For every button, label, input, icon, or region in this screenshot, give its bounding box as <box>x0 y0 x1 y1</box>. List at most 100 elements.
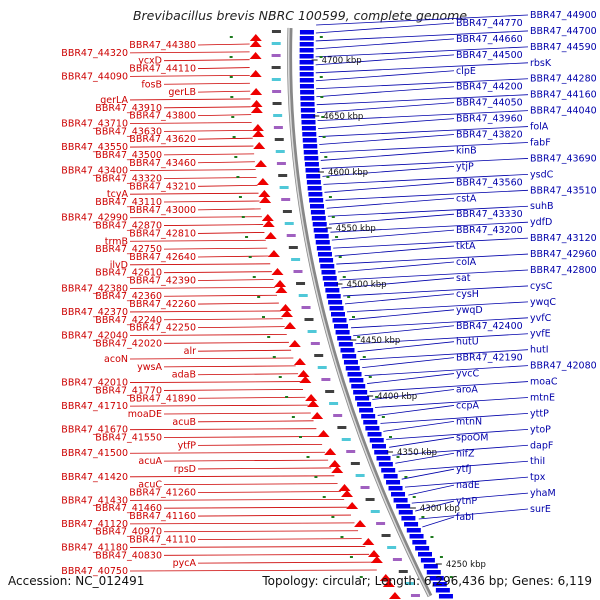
left-gene-label: BBR47_42610 <box>95 268 162 279</box>
left-leader-line <box>163 436 320 438</box>
right-gene-label: BBR47_44770 <box>456 18 523 29</box>
plus-strand-gene <box>253 142 266 149</box>
gene-category-block <box>271 42 281 45</box>
gene-category-block <box>410 594 420 597</box>
left-gene-label: BBR47_42390 <box>129 276 196 287</box>
genome-backbone <box>287 27 433 598</box>
right-leader-line <box>369 381 529 392</box>
minus-strand-gene <box>342 354 357 359</box>
plus-strand-gene <box>250 88 263 95</box>
right-gene-label: cysH <box>456 289 479 300</box>
kbp-tick-label: 4550 kbp <box>336 224 376 234</box>
right-gene-label: fabF <box>530 137 551 148</box>
right-gene-label: BBR47_44280 <box>530 74 597 85</box>
left-gene-label: BBR47_41260 <box>129 487 196 498</box>
minus-strand-gene <box>302 138 317 143</box>
guide-dot <box>261 316 265 318</box>
right-gene-label: moaC <box>530 377 558 388</box>
plus-strand-gene <box>368 550 381 557</box>
right-leader-line <box>316 86 455 98</box>
left-leader-line <box>163 177 257 179</box>
left-gene-label: ilvD <box>110 260 128 271</box>
plus-strand-gene <box>275 286 288 293</box>
guide-dot <box>335 236 339 238</box>
minus-strand-gene <box>316 246 331 251</box>
left-leader-line <box>129 381 301 383</box>
right-leader-line <box>326 197 455 209</box>
left-gene-label: rpsD <box>174 464 196 475</box>
left-leader-line <box>197 373 299 376</box>
right-gene-label: yvcC <box>456 369 479 380</box>
guide-dot <box>324 156 328 158</box>
minus-strand-gene <box>343 360 358 365</box>
left-leader-line <box>197 538 362 540</box>
right-leader-line <box>415 500 455 512</box>
plus-strand-gene <box>281 310 293 317</box>
minus-strand-gene <box>406 528 421 533</box>
minus-strand-gene <box>304 162 319 167</box>
left-leader-line <box>163 530 359 533</box>
kbp-tick-label: 4350 kbp <box>397 448 437 458</box>
gene-category-block <box>301 306 311 309</box>
right-gene-label: kinB <box>456 145 477 156</box>
guide-dot <box>357 336 361 338</box>
right-gene-label: BBR47_43820 <box>456 130 523 141</box>
plus-strand-gene <box>341 490 354 497</box>
minus-strand-gene <box>314 234 329 239</box>
guide-dot <box>359 576 363 578</box>
gene-category-block <box>288 246 298 249</box>
minus-strand-gene <box>300 108 315 113</box>
gene-category-block <box>296 282 306 285</box>
left-gene-label: BBR47_43710 <box>61 119 128 130</box>
right-gene-label: yttP <box>530 408 549 419</box>
right-leader-line <box>323 173 529 185</box>
guide-dot <box>267 336 271 338</box>
plus-strand-gene <box>346 502 359 509</box>
minus-strand-gene <box>331 312 345 317</box>
left-leader-line <box>197 514 351 517</box>
left-leader-line <box>197 491 341 493</box>
left-gene-label: BBR47_42250 <box>129 323 196 334</box>
guide-dot <box>322 136 326 138</box>
right-gene-label: BBR47_43690 <box>530 153 597 164</box>
left-gene-label: BBR47_42380 <box>61 283 128 294</box>
minus-strand-gene <box>432 582 447 587</box>
guide-dot <box>230 96 234 98</box>
minus-strand-gene <box>306 174 321 179</box>
right-leader-line <box>372 389 455 400</box>
right-leader-line <box>320 150 455 161</box>
left-leader-line <box>129 475 335 478</box>
guide-dot <box>347 296 351 298</box>
left-leader-line <box>129 334 287 336</box>
right-leader-line <box>343 285 529 297</box>
right-gene-label: BBR47_42400 <box>456 321 523 332</box>
minus-strand-gene <box>367 432 382 437</box>
right-gene-label: BBR47_42800 <box>530 265 597 276</box>
right-gene-label: BBR47_44160 <box>530 90 597 101</box>
gene-category-block <box>365 498 375 501</box>
left-gene-label: BBR47_43550 <box>61 142 128 153</box>
minus-strand-gene <box>376 456 391 461</box>
genome-title: Brevibacillus brevis NBRC 100599, comple… <box>133 8 467 23</box>
left-leader-line <box>197 396 306 399</box>
guide-dot <box>381 416 385 418</box>
right-gene-label: tpx <box>530 472 546 483</box>
right-gene-label: nadE <box>456 480 480 491</box>
minus-strand-gene <box>328 300 343 305</box>
gene-category-block <box>278 174 288 177</box>
right-gene-label: BBR47_43510 <box>530 185 597 196</box>
plus-strand-gene <box>362 538 375 545</box>
left-gene-label: gerLB <box>168 87 196 98</box>
right-gene-label: yvfE <box>530 329 551 340</box>
guide-dot <box>388 436 392 438</box>
minus-strand-gene <box>409 534 424 539</box>
minus-strand-gene <box>315 240 330 245</box>
plus-strand-gene <box>379 574 392 581</box>
minus-strand-gene <box>349 378 364 383</box>
gene-category-block <box>298 294 308 297</box>
right-leader-line <box>353 325 455 337</box>
left-gene-label: trmB <box>105 236 128 247</box>
right-gene-label: clpE <box>456 66 476 77</box>
right-gene-labels: BBR47_44900 BBR47_44770 BBR47_44700 BBR47_4… <box>456 10 597 523</box>
minus-strand-gene <box>371 444 386 449</box>
